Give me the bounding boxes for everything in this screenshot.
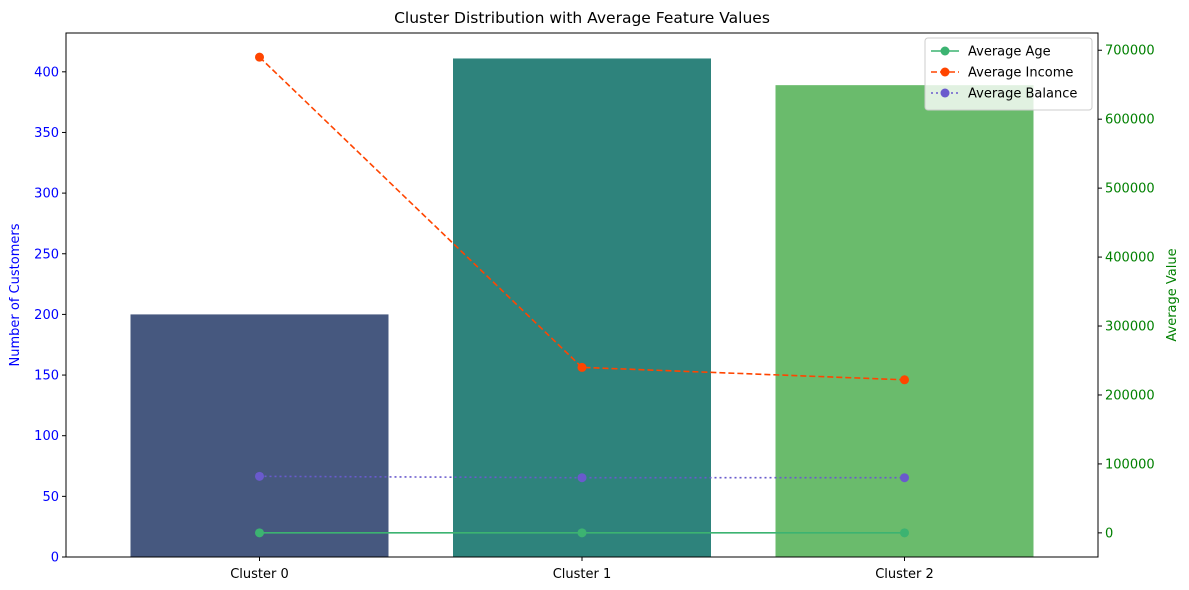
chart-title: Cluster Distribution with Average Featur…	[394, 9, 770, 27]
x-tick-label-0: Cluster 0	[230, 567, 289, 582]
series-0-point-2	[900, 528, 909, 538]
legend-marker-1	[940, 67, 950, 77]
right-tick-label-5: 500000	[1105, 182, 1155, 197]
bars-layer	[130, 58, 1034, 557]
bar-2	[775, 85, 1034, 557]
series-line-1	[258, 56, 905, 381]
legend-label-2: Average Balance	[968, 87, 1077, 102]
right-tick-label-3: 300000	[1105, 320, 1155, 335]
right-tick-label-1: 100000	[1105, 457, 1155, 472]
bar-1	[453, 58, 711, 557]
legend-label-0: Average Age	[968, 45, 1051, 60]
series-0-point-0	[255, 528, 264, 538]
left-axis-label: Number of Customers	[8, 223, 23, 366]
left-tick-label-2: 100	[34, 429, 59, 444]
legend-marker-0	[940, 46, 950, 56]
left-tick-label-6: 300	[34, 187, 59, 202]
series-1-point-2	[900, 375, 909, 385]
legend: Average Age Average Income Average Balance	[924, 37, 1093, 111]
right-tick-label-2: 200000	[1105, 388, 1155, 403]
left-tick-label-4: 200	[34, 308, 59, 323]
right-tick-label-7: 700000	[1105, 44, 1155, 59]
series-2-point-1	[577, 473, 587, 483]
right-tick-label-6: 600000	[1105, 113, 1155, 128]
legend-box	[924, 37, 1093, 111]
series-0-point-1	[577, 528, 587, 538]
legend-label-1: Average Income	[968, 66, 1073, 81]
right-tick-label-0: 0	[1105, 526, 1113, 541]
series-2-point-0	[255, 471, 264, 481]
left-tick-label-7: 350	[34, 126, 59, 141]
left-tick-label-8: 400	[34, 65, 59, 80]
left-tick-label-3: 150	[34, 369, 59, 384]
right-tick-label-4: 400000	[1105, 251, 1155, 266]
series-1-point-1	[577, 362, 587, 372]
x-tick-label-2: Cluster 2	[875, 567, 934, 582]
series-1-point-0	[255, 52, 264, 62]
series-2-point-2	[900, 473, 909, 483]
left-tick-label-1: 50	[42, 490, 59, 505]
lines-layer	[255, 52, 909, 538]
x-tick-label-1: Cluster 1	[553, 567, 612, 582]
left-tick-label-5: 250	[34, 247, 59, 262]
x-axis: Cluster 0 Cluster 1 Cluster 2	[230, 557, 934, 582]
right-axis-label: Average Value	[1165, 248, 1180, 341]
right-axis: 0 100000 200000 300000 400000 500000 600000 700…	[1098, 44, 1155, 541]
left-tick-label-0: 0	[51, 551, 59, 566]
bar-0	[130, 314, 389, 557]
legend-marker-2	[940, 88, 950, 98]
left-axis: 0 50 100 150 200 250 300 350 400	[34, 65, 66, 566]
